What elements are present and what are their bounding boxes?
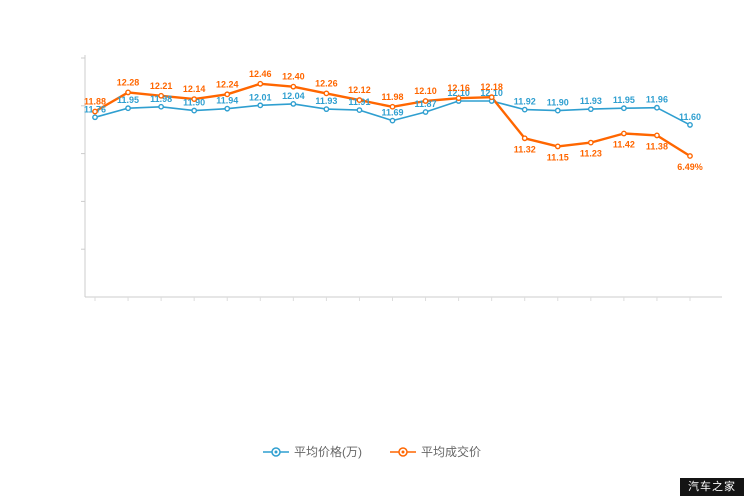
svg-text:12.14: 12.14 bbox=[183, 84, 206, 94]
svg-text:12.26: 12.26 bbox=[315, 78, 338, 88]
line-chart-canvas: 11.7611.9511.9811.9011.9412.0112.0411.93… bbox=[81, 55, 722, 301]
svg-text:12.10: 12.10 bbox=[480, 88, 503, 98]
watermark-text: 汽车之家 bbox=[688, 481, 736, 493]
svg-text:11.69: 11.69 bbox=[381, 108, 403, 118]
svg-text:11.23: 11.23 bbox=[580, 149, 602, 159]
svg-text:11.95: 11.95 bbox=[117, 95, 139, 105]
svg-text:6.49%: 6.49% bbox=[677, 162, 703, 172]
svg-text:11.98: 11.98 bbox=[381, 92, 403, 102]
svg-text:11.93: 11.93 bbox=[315, 96, 337, 106]
legend-marker-orange-icon bbox=[389, 446, 416, 457]
svg-text:11.42: 11.42 bbox=[613, 140, 635, 150]
svg-text:12.10: 12.10 bbox=[447, 88, 470, 98]
svg-text:11.95: 11.95 bbox=[613, 95, 635, 105]
svg-text:12.46: 12.46 bbox=[249, 69, 272, 79]
svg-text:11.15: 11.15 bbox=[547, 152, 569, 162]
svg-text:11.90: 11.90 bbox=[547, 98, 569, 108]
svg-text:11.90: 11.90 bbox=[183, 98, 205, 108]
svg-text:12.40: 12.40 bbox=[282, 72, 305, 82]
svg-text:12.10: 12.10 bbox=[414, 86, 437, 96]
svg-text:11.88: 11.88 bbox=[84, 97, 106, 107]
legend-marker-blue-icon bbox=[262, 446, 289, 457]
svg-text:12.01: 12.01 bbox=[249, 92, 272, 102]
svg-text:12.04: 12.04 bbox=[282, 91, 305, 101]
svg-text:11.87: 11.87 bbox=[415, 99, 437, 109]
svg-text:11.32: 11.32 bbox=[514, 144, 536, 154]
watermark-autohome: 汽车之家 bbox=[680, 478, 744, 496]
svg-text:11.60: 11.60 bbox=[679, 112, 701, 122]
svg-text:11.98: 11.98 bbox=[150, 94, 172, 104]
legend-label-average-price: 平均价格(万) bbox=[293, 445, 362, 459]
svg-text:11.94: 11.94 bbox=[216, 96, 238, 106]
svg-text:12.24: 12.24 bbox=[216, 79, 239, 89]
chart-legend: 平均价格(万) 平均成交价 bbox=[0, 443, 744, 460]
svg-text:12.12: 12.12 bbox=[348, 85, 371, 95]
svg-text:12.21: 12.21 bbox=[150, 81, 173, 91]
legend-label-deal-price: 平均成交价 bbox=[420, 445, 481, 459]
svg-text:11.96: 11.96 bbox=[646, 95, 668, 105]
svg-text:11.92: 11.92 bbox=[514, 97, 536, 107]
legend-item-deal-price[interactable]: 平均成交价 bbox=[389, 443, 481, 460]
svg-text:11.93: 11.93 bbox=[580, 96, 602, 106]
legend-item-average-price[interactable]: 平均价格(万) bbox=[262, 443, 362, 460]
svg-text:12.16: 12.16 bbox=[447, 83, 470, 93]
svg-text:11.38: 11.38 bbox=[646, 141, 668, 151]
svg-text:12.18: 12.18 bbox=[480, 82, 503, 92]
svg-text:12.28: 12.28 bbox=[117, 77, 140, 87]
